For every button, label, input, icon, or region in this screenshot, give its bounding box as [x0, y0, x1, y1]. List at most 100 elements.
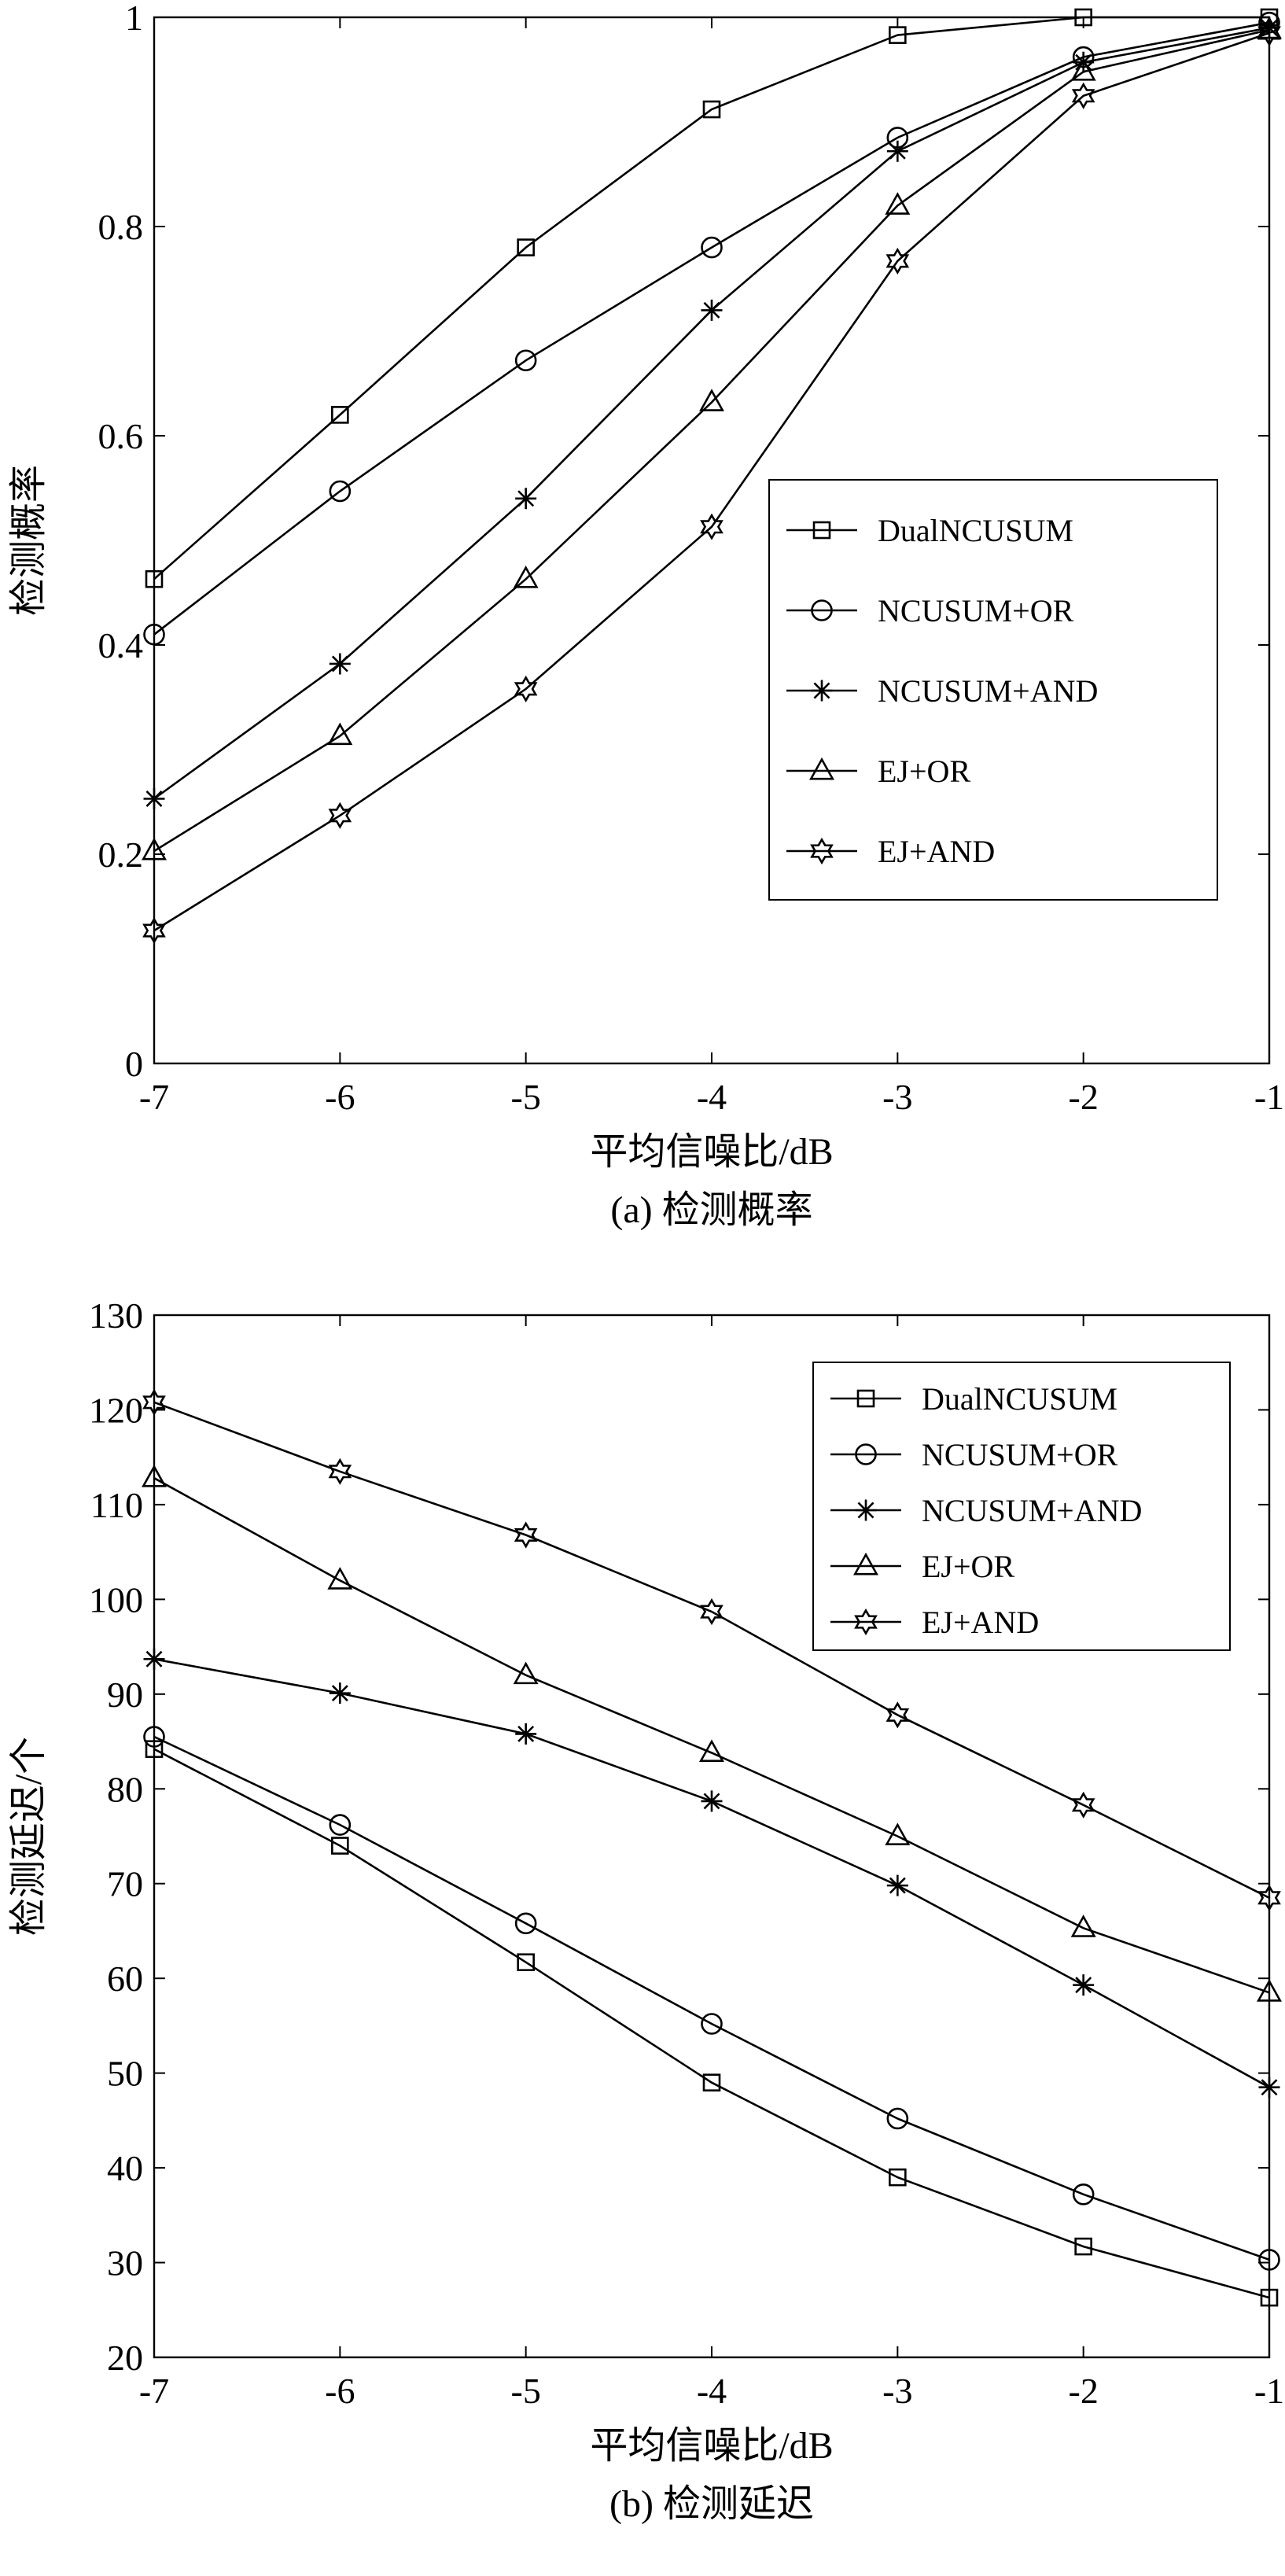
series-4 [142, 1388, 1281, 1911]
data-point-triangle [1070, 1914, 1096, 1937]
data-point-asterisk [1258, 17, 1280, 39]
data-point-asterisk [701, 1790, 723, 1812]
series-line [153, 16, 1269, 580]
data-point-hexagram [1257, 19, 1281, 47]
series-3 [142, 16, 1282, 861]
series-line [153, 1477, 1270, 1994]
data-point-asterisk [1073, 1974, 1095, 1996]
data-point-square [145, 569, 164, 588]
data-point-triangle [885, 192, 911, 215]
data-point-circle [886, 2107, 909, 2130]
x-axis-label: 平均信噪比/dB [590, 2425, 833, 2467]
y-tick-label: 90 [107, 1675, 143, 1715]
x-tick-label: -6 [325, 2371, 355, 2411]
data-point-triangle [327, 1567, 353, 1590]
legend-label: EJ+OR [922, 1549, 1014, 1584]
x-tick-label: -2 [1069, 1077, 1099, 1117]
data-point-triangle [513, 1661, 539, 1685]
series-line [153, 1401, 1270, 1899]
y-tick-label: 0 [125, 1044, 143, 1084]
legend-marker-hexagram [854, 1608, 878, 1636]
data-point-triangle [142, 837, 167, 861]
legend-marker-circle [855, 1443, 877, 1465]
series-0 [145, 1740, 1279, 2307]
data-point-hexagram [142, 917, 166, 945]
data-point-asterisk [143, 788, 165, 810]
y-tick-label: 80 [107, 1769, 143, 1809]
y-tick-label: 20 [107, 2338, 143, 2378]
data-point-hexagram [142, 1388, 166, 1416]
data-point-circle [1072, 2184, 1095, 2206]
legend-marker-square [812, 521, 831, 540]
y-tick-label: 100 [89, 1579, 143, 1620]
data-point-square [702, 100, 721, 119]
x-tick-label: -3 [882, 1077, 912, 1117]
legend-label: NCUSUM+OR [878, 593, 1074, 628]
legend-marker-triangle [809, 757, 834, 780]
data-point-asterisk [515, 488, 537, 510]
data-point-circle [701, 236, 723, 259]
y-tick-label: 0.2 [98, 835, 144, 875]
y-tick-label: 130 [89, 1295, 143, 1336]
data-point-square [1260, 2288, 1279, 2307]
data-point-hexagram [1257, 1884, 1281, 1911]
data-point-square [517, 238, 535, 256]
data-point-square [517, 1953, 535, 1972]
data-point-hexagram [328, 1458, 352, 1485]
data-point-square [1074, 8, 1092, 27]
legend-label: NCUSUM+AND [922, 1493, 1142, 1528]
figure-caption: (a) 检测概率 [610, 1189, 812, 1231]
data-point-square [702, 2073, 721, 2091]
legend-box [812, 1362, 1231, 1651]
x-tick-label: -5 [511, 1077, 541, 1117]
data-point-hexagram [886, 247, 910, 275]
series-line [153, 31, 1270, 932]
data-point-square [889, 2168, 907, 2187]
series-2 [143, 1648, 1280, 2099]
data-point-asterisk [515, 1723, 537, 1745]
legend: DualNCUSUM NCUSUM+OR NCUSUM+AND EJ+OR EJ+AND [812, 1362, 1231, 1651]
data-point-asterisk [143, 1648, 165, 1670]
legend: DualNCUSUM NCUSUM+OR NCUSUM+AND EJ+OR EJ+AND [768, 479, 1218, 901]
figure-caption: (b) 检测延迟 [609, 2483, 814, 2525]
y-tick-label: 110 [90, 1485, 143, 1525]
data-point-triangle [327, 722, 353, 746]
legend-label: DualNCUSUM [878, 513, 1073, 548]
y-tick-label: 120 [89, 1390, 143, 1430]
data-point-hexagram [886, 1701, 910, 1729]
legend-label: NCUSUM+AND [878, 673, 1098, 709]
legend-label: EJ+AND [922, 1605, 1039, 1640]
data-point-asterisk [701, 299, 723, 321]
data-point-hexagram [514, 675, 538, 703]
data-point-asterisk [329, 1682, 351, 1704]
data-point-triangle [699, 1739, 724, 1762]
data-point-hexagram [1071, 82, 1095, 109]
data-point-triangle [699, 389, 724, 411]
data-point-circle [1258, 2249, 1280, 2271]
data-point-square [1074, 2237, 1092, 2256]
series-4 [142, 19, 1281, 945]
data-point-hexagram [328, 802, 352, 829]
data-point-triangle [1070, 57, 1096, 81]
legend-label: NCUSUM+OR [922, 1437, 1118, 1472]
data-point-asterisk [886, 1874, 908, 1896]
x-tick-label: -3 [882, 2371, 912, 2411]
x-tick-label: -1 [1254, 1077, 1284, 1117]
legend-label: EJ+AND [878, 834, 995, 869]
data-point-triangle [142, 1465, 167, 1487]
data-point-triangle [513, 566, 539, 588]
data-point-circle [514, 349, 537, 372]
y-tick-label: 0.8 [98, 207, 144, 247]
x-tick-label: -4 [697, 2371, 727, 2411]
y-axis-label: 检测延迟/个 [8, 1737, 50, 1936]
data-point-asterisk [1258, 2077, 1280, 2099]
data-point-hexagram [700, 1598, 724, 1626]
data-point-triangle [1257, 1979, 1282, 2002]
y-tick-label: 70 [107, 1864, 143, 1904]
x-tick-label: -5 [511, 2371, 541, 2411]
y-tick-label: 30 [107, 2243, 143, 2283]
data-point-square [889, 26, 907, 44]
data-point-asterisk [329, 653, 351, 675]
x-tick-label: -7 [139, 2371, 169, 2411]
